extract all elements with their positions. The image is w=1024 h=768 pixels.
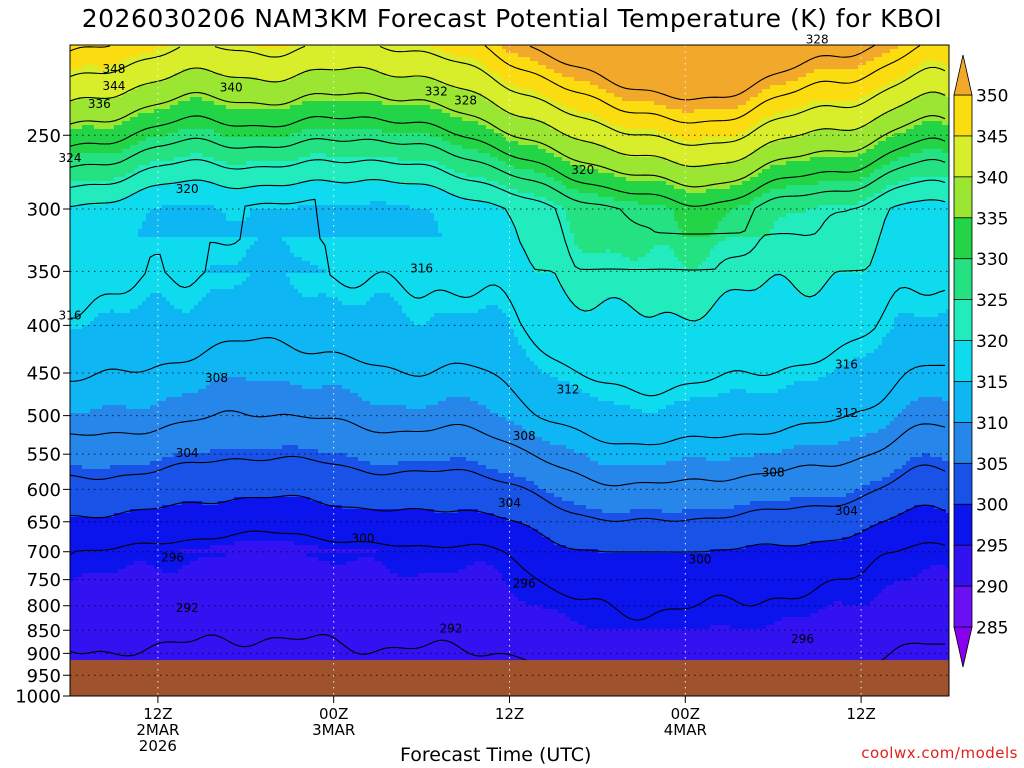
terrain-mask bbox=[70, 660, 949, 696]
colorbar-swatch bbox=[954, 504, 972, 545]
colorbar-label: 340 bbox=[976, 168, 1008, 188]
contour-label: 296 bbox=[513, 576, 536, 590]
contour-label: 320 bbox=[176, 182, 199, 196]
colorbar-swatch bbox=[954, 422, 972, 463]
colorbar-swatch bbox=[954, 545, 972, 586]
contour-label: 320 bbox=[571, 163, 594, 177]
colorbar-label: 290 bbox=[976, 578, 1008, 598]
colorbar-label: 305 bbox=[976, 455, 1008, 475]
x-tick-label: 12Z bbox=[495, 705, 524, 723]
contour-label: 304 bbox=[498, 496, 521, 510]
x-tick-label: 2026 bbox=[139, 737, 177, 755]
contour-label: 312 bbox=[557, 382, 580, 396]
colorbar-label: 315 bbox=[976, 373, 1008, 393]
contour-label: 292 bbox=[439, 621, 462, 635]
contour-label: 300 bbox=[352, 532, 375, 546]
colorbar-swatch bbox=[954, 586, 972, 627]
terrain-layer bbox=[70, 660, 949, 696]
colorbar-swatch bbox=[954, 218, 972, 259]
colorbar-label: 350 bbox=[976, 87, 1008, 107]
y-axis: 2503003504004505005506006507007508008509… bbox=[15, 126, 70, 708]
contour-label: 300 bbox=[688, 553, 711, 567]
x-tick-label: 4MAR bbox=[664, 721, 707, 739]
x-tick-label: 3MAR bbox=[312, 721, 355, 739]
y-tick-label: 900 bbox=[27, 644, 61, 665]
colorbar-label: 330 bbox=[976, 250, 1008, 270]
y-tick-label: 400 bbox=[27, 316, 61, 337]
y-tick-label: 450 bbox=[27, 364, 61, 385]
contour-label: 316 bbox=[835, 357, 858, 371]
contour-label: 308 bbox=[205, 371, 228, 385]
contour-label: 304 bbox=[835, 504, 858, 518]
y-tick-label: 550 bbox=[27, 445, 61, 466]
contour-label: 308 bbox=[513, 429, 536, 443]
colorbar: 285 290 295 300 305 310 315 320 325 330 335 340 345 3… bbox=[954, 55, 1008, 667]
y-tick-label: 650 bbox=[27, 512, 61, 533]
y-tick-label: 350 bbox=[27, 262, 61, 283]
colorbar-swatch bbox=[954, 177, 972, 218]
contour-label: 328 bbox=[454, 93, 477, 107]
colorbar-swatch bbox=[954, 341, 972, 382]
colorbar-swatch bbox=[954, 136, 972, 177]
colorbar-swatch bbox=[954, 95, 972, 136]
colorbar-swatch bbox=[954, 381, 972, 422]
colorbar-label: 320 bbox=[976, 332, 1008, 352]
contour-label: 296 bbox=[791, 632, 814, 646]
colorbar-swatch bbox=[954, 300, 972, 341]
contour-label: 304 bbox=[176, 446, 199, 460]
contour-label: 316 bbox=[410, 261, 433, 275]
y-tick-label: 750 bbox=[27, 570, 61, 591]
colorbar-swatch bbox=[954, 463, 972, 504]
contour-label: 344 bbox=[102, 79, 125, 93]
y-tick-label: 950 bbox=[27, 666, 61, 687]
colorbar-min-arrow bbox=[954, 627, 972, 667]
contour-label: 308 bbox=[762, 466, 785, 480]
y-tick-label: 850 bbox=[27, 621, 61, 642]
x-tick-label: 12Z bbox=[846, 705, 875, 723]
y-tick-label: 300 bbox=[27, 200, 61, 221]
contour-label: 312 bbox=[835, 406, 858, 420]
colorbar-label: 310 bbox=[976, 414, 1008, 434]
colorbar-label: 295 bbox=[976, 537, 1008, 557]
y-tick-label: 800 bbox=[27, 596, 61, 617]
y-tick-label: 500 bbox=[27, 406, 61, 427]
credit-text: coolwx.com/models bbox=[861, 744, 1018, 762]
y-tick-label: 600 bbox=[27, 480, 61, 501]
y-tick-label: 250 bbox=[27, 126, 61, 147]
colorbar-max-arrow bbox=[954, 55, 972, 95]
colorbar-label: 335 bbox=[976, 209, 1008, 229]
contour-label: 332 bbox=[425, 84, 448, 98]
temperature-fill-layer bbox=[70, 45, 951, 698]
colorbar-label: 300 bbox=[976, 496, 1008, 516]
y-tick-label: 700 bbox=[27, 542, 61, 563]
contour-label: 348 bbox=[102, 62, 125, 76]
contour-label: 296 bbox=[161, 550, 184, 564]
contour-label: 336 bbox=[88, 97, 111, 111]
colorbar-swatch bbox=[954, 259, 972, 300]
colorbar-label: 285 bbox=[976, 619, 1008, 639]
y-tick-label: 1000 bbox=[15, 687, 61, 708]
contour-label: 340 bbox=[220, 81, 243, 95]
contour-label: 292 bbox=[176, 601, 199, 615]
x-axis-label: Forecast Time (UTC) bbox=[400, 744, 591, 766]
colorbar-label: 325 bbox=[976, 291, 1008, 311]
contour-label: 328 bbox=[806, 32, 829, 46]
colorbar-label: 345 bbox=[976, 127, 1008, 147]
